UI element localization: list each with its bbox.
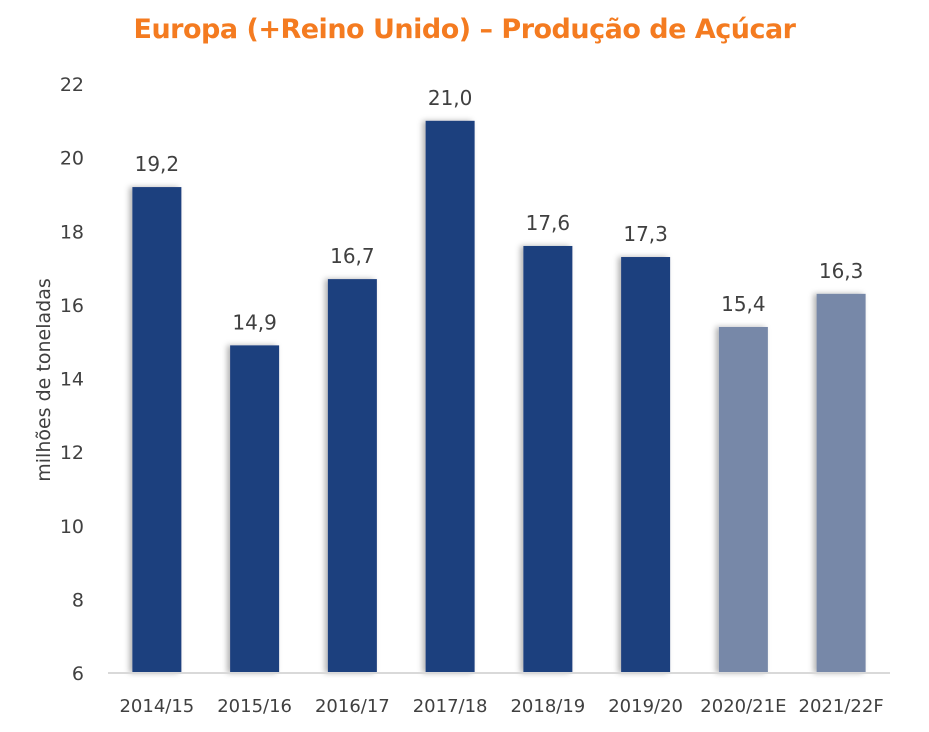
data-label: 19,2 bbox=[135, 152, 180, 176]
data-label: 16,3 bbox=[819, 259, 864, 283]
y-tick-label: 10 bbox=[60, 516, 84, 538]
x-tick-label: 2021/22F bbox=[799, 696, 884, 717]
bar bbox=[621, 257, 671, 673]
data-label: 17,3 bbox=[623, 222, 668, 246]
y-tick-label: 18 bbox=[60, 221, 84, 243]
y-tick-label: 8 bbox=[72, 589, 84, 611]
x-tick-label: 2017/18 bbox=[413, 696, 488, 717]
y-tick-label: 12 bbox=[60, 442, 84, 464]
data-label: 16,7 bbox=[330, 244, 375, 268]
bar bbox=[132, 187, 182, 673]
y-tick-label: 14 bbox=[60, 369, 84, 391]
bar bbox=[816, 293, 866, 673]
data-label: 21,0 bbox=[428, 86, 473, 110]
y-tick-label: 20 bbox=[60, 148, 84, 170]
x-tick-label: 2020/21E bbox=[700, 696, 786, 717]
y-tick-label: 22 bbox=[60, 74, 84, 96]
bar bbox=[327, 279, 377, 673]
bar bbox=[425, 120, 475, 673]
data-label: 14,9 bbox=[232, 310, 277, 334]
bar bbox=[523, 245, 573, 673]
x-tick-label: 2016/17 bbox=[315, 696, 390, 717]
x-tick-label: 2015/16 bbox=[217, 696, 292, 717]
y-tick-label: 16 bbox=[60, 295, 84, 317]
y-tick-label: 6 bbox=[72, 663, 84, 685]
bar bbox=[230, 345, 280, 673]
x-tick-label: 2014/15 bbox=[119, 696, 194, 717]
x-tick-label: 2019/20 bbox=[608, 696, 683, 717]
data-label: 15,4 bbox=[721, 292, 766, 316]
x-tick-label: 2018/19 bbox=[510, 696, 585, 717]
data-label: 17,6 bbox=[526, 211, 571, 235]
chart-title: Europa (+Reino Unido) – Produção de Açúc… bbox=[133, 14, 796, 45]
bar bbox=[718, 326, 768, 673]
